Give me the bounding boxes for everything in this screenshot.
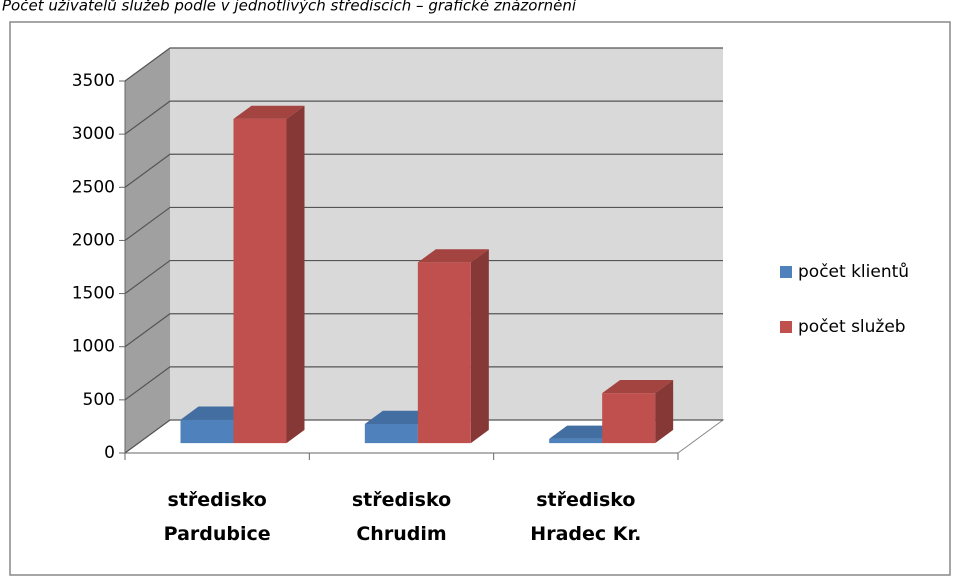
y-tick-label: 1000 [72, 337, 115, 357]
bar-face [470, 249, 489, 444]
grid-line [124, 100, 723, 135]
legend-swatch [780, 321, 792, 333]
side-wall [125, 48, 170, 453]
y-tick-label: 1500 [72, 284, 115, 304]
chart-title: Počet uživatelů služeb podle v jednotliv… [2, 0, 578, 15]
bar-face [549, 438, 603, 444]
grid-line [124, 206, 723, 241]
grid-line [124, 47, 723, 82]
bar-face [233, 118, 287, 444]
grid-line [124, 153, 723, 188]
x-tick-label: středisko Pardubice [164, 489, 271, 545]
bar [233, 105, 305, 444]
bar-face [417, 249, 489, 263]
back-wall [170, 48, 723, 420]
y-tick-label: 3500 [72, 71, 115, 91]
x-tick-label: středisko Chrudim [352, 489, 451, 545]
y-tick-label: 3000 [72, 124, 115, 144]
legend-label: počet klientů [798, 262, 909, 282]
y-tick-label: 2500 [72, 177, 115, 197]
y-tick-label: 0 [104, 443, 115, 463]
x-tick-label: středisko Hradec Kr. [530, 489, 641, 545]
bar [602, 379, 674, 444]
bar-face [233, 105, 305, 119]
y-tick-label: 500 [83, 390, 115, 410]
bar-face [286, 105, 305, 444]
bar-face [602, 393, 656, 444]
grid-line [124, 259, 723, 295]
bar-face [180, 419, 234, 444]
grid-line [124, 419, 723, 454]
legend-label: počet služeb [798, 317, 906, 337]
bar [417, 249, 489, 444]
grid-line [124, 313, 723, 348]
bar-face [417, 262, 471, 444]
bar-face [602, 379, 674, 394]
y-tick-label: 2000 [72, 230, 115, 250]
legend-swatch [780, 266, 792, 278]
bar-face [364, 423, 418, 444]
grid-line [124, 366, 723, 401]
bar-face [655, 379, 674, 444]
